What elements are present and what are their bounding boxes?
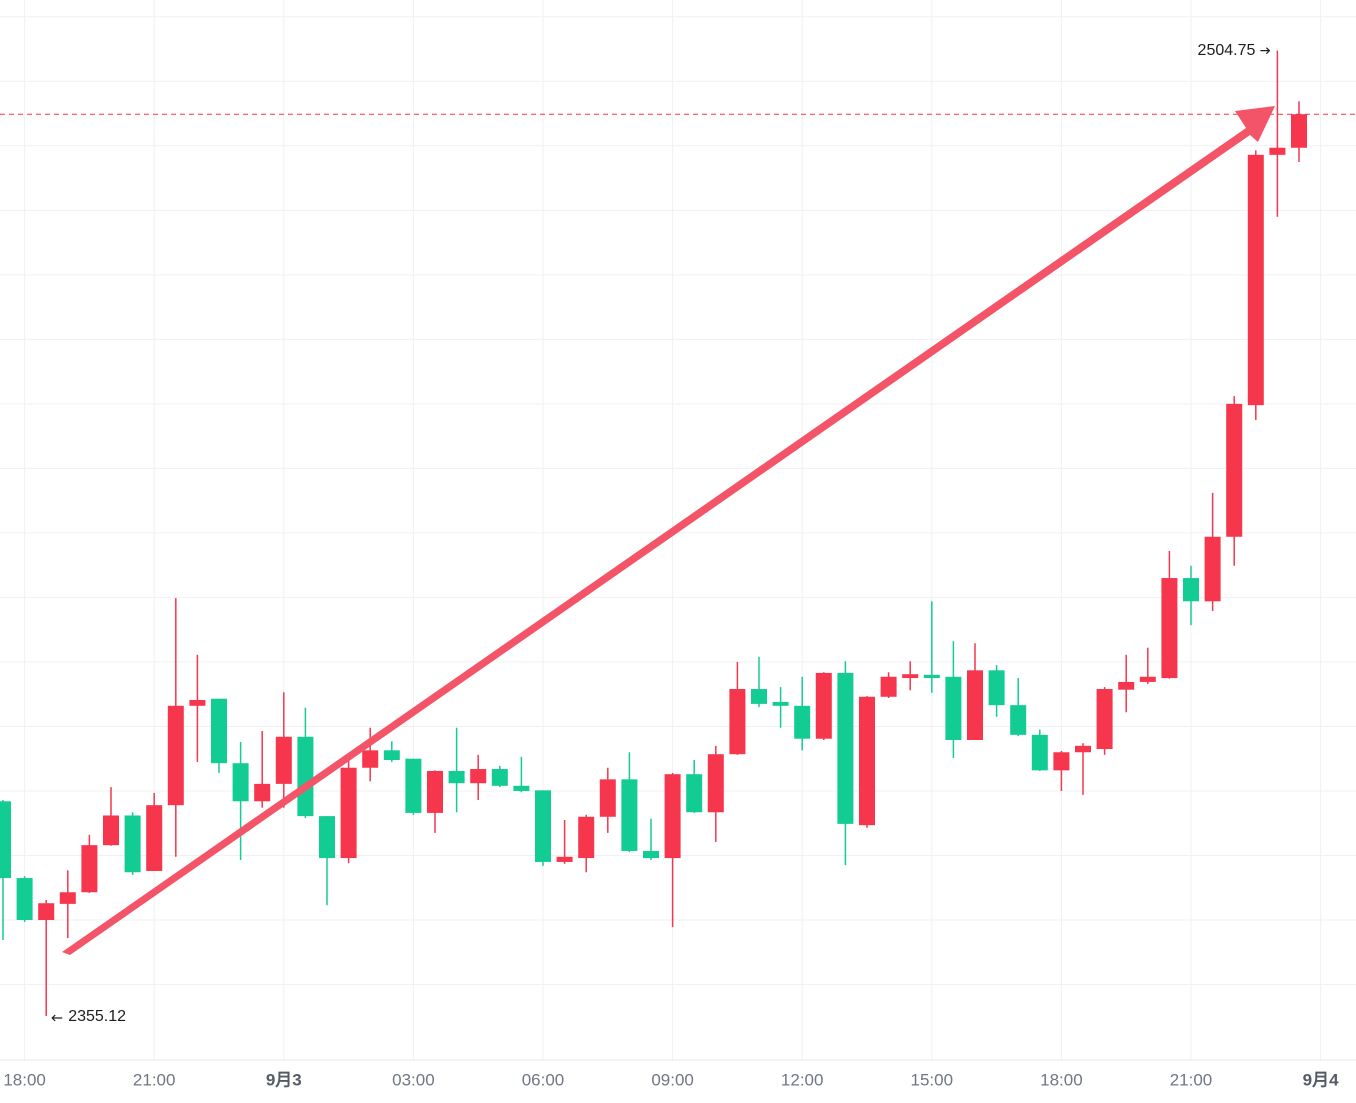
candle-body (621, 779, 638, 851)
candle-body (513, 785, 530, 791)
candle-body (405, 758, 422, 813)
candle-body (815, 672, 832, 739)
labels: 18:00 21:00 9月3 03:00 06:00 09:00 12:00 15:00 18… (3, 42, 1339, 1090)
x-tick-label: 03:00 (392, 1070, 435, 1089)
trend-arrow (62, 106, 1275, 955)
candle-body (448, 770, 465, 784)
candle-body (470, 769, 487, 784)
candle-body (232, 763, 249, 802)
candle-body (1204, 536, 1221, 602)
candle-body (297, 736, 314, 817)
candle-body (535, 790, 551, 862)
max-label: 2504.75 (1198, 42, 1256, 59)
x-tick-label: 9月4 (1303, 1070, 1339, 1089)
candle-body (1161, 578, 1178, 679)
candle-body (491, 769, 508, 786)
candle-body (1096, 689, 1113, 750)
candle-body (0, 801, 11, 879)
x-tick-label: 15:00 (911, 1070, 954, 1089)
candle-body (880, 676, 897, 697)
candle-body (751, 689, 767, 704)
candle-body (1291, 114, 1307, 148)
candle-body (427, 770, 443, 813)
candle-body (707, 754, 724, 813)
candle-body (1031, 734, 1048, 771)
candle-body (945, 676, 962, 740)
x-tick-label: 18:00 (3, 1070, 46, 1089)
candle-body (1139, 676, 1156, 682)
max-arrow (1260, 47, 1271, 55)
candle-body (902, 674, 919, 679)
candles (0, 50, 1307, 1016)
candle-body (729, 689, 746, 755)
grid (0, 0, 1356, 1060)
candle-body (643, 850, 659, 859)
candle-body (859, 696, 875, 826)
candle-body (967, 670, 983, 740)
candle-body (1053, 752, 1070, 771)
candle-body (1226, 403, 1243, 537)
x-tick-label: 18:00 (1040, 1070, 1083, 1089)
candle-body (1269, 147, 1286, 155)
candle-body (167, 705, 184, 806)
candle-body (578, 816, 595, 859)
candle-body (686, 774, 703, 813)
candle-body (275, 736, 292, 784)
candle-body (1010, 705, 1027, 735)
x-tick-label: 12:00 (781, 1070, 824, 1089)
x-tick-label: 21:00 (1170, 1070, 1213, 1089)
candle-body (1118, 681, 1135, 690)
x-tick-label: 09:00 (651, 1070, 694, 1089)
candle-body (319, 816, 335, 859)
candle-body (340, 767, 357, 859)
candle-body (772, 701, 789, 706)
candle-body (103, 815, 119, 846)
candle-body (664, 774, 681, 859)
candle-body (923, 674, 940, 679)
candle-body (81, 845, 98, 893)
candle-body (38, 903, 55, 920)
x-tick-label: 9月3 (266, 1070, 302, 1089)
candle-body (16, 878, 33, 920)
candle-body (988, 670, 1005, 706)
candle-body (59, 892, 76, 904)
candle-body (794, 705, 811, 739)
candle-body (383, 750, 400, 760)
candle-body (556, 856, 573, 862)
x-tick-label: 06:00 (522, 1070, 565, 1089)
candle-body (124, 815, 141, 873)
candle-body (1183, 578, 1199, 602)
candle-body (189, 700, 206, 706)
candle-body (599, 779, 616, 817)
candle-body (1075, 745, 1091, 753)
candle-body (1247, 154, 1264, 406)
candle-body (362, 750, 379, 768)
min-label: 2355.12 (68, 1008, 126, 1025)
candle-body (146, 805, 163, 871)
min-arrow (51, 1014, 63, 1022)
candle-body (211, 698, 227, 764)
x-tick-label: 21:00 (133, 1070, 176, 1089)
candle-body (254, 783, 271, 802)
candle-body (837, 672, 854, 824)
